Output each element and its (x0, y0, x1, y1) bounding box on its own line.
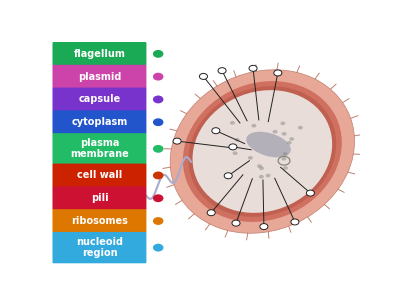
Circle shape (287, 141, 292, 145)
Text: cell wall: cell wall (77, 170, 122, 180)
Circle shape (248, 156, 253, 160)
Ellipse shape (188, 86, 336, 217)
Ellipse shape (246, 132, 291, 158)
FancyBboxPatch shape (52, 186, 146, 210)
FancyBboxPatch shape (52, 133, 146, 164)
Circle shape (280, 122, 285, 125)
Circle shape (298, 126, 303, 130)
Circle shape (218, 68, 226, 74)
Circle shape (249, 65, 257, 71)
Circle shape (266, 174, 271, 177)
Ellipse shape (183, 81, 342, 222)
Text: capsule: capsule (78, 94, 120, 104)
Circle shape (173, 138, 181, 144)
Circle shape (229, 144, 237, 150)
Circle shape (232, 152, 238, 155)
Circle shape (291, 219, 299, 225)
Text: nucleoid
region: nucleoid region (76, 237, 123, 258)
FancyBboxPatch shape (52, 88, 146, 111)
Circle shape (153, 172, 164, 179)
Circle shape (230, 121, 235, 125)
Circle shape (207, 210, 215, 216)
Text: pili: pili (91, 193, 108, 203)
Circle shape (282, 157, 286, 160)
FancyBboxPatch shape (52, 209, 146, 233)
Circle shape (232, 220, 240, 226)
Circle shape (259, 175, 264, 178)
Text: flagellum: flagellum (74, 49, 125, 59)
Circle shape (153, 118, 164, 126)
Circle shape (259, 167, 264, 170)
Circle shape (283, 152, 288, 156)
Text: cytoplasm: cytoplasm (71, 117, 128, 127)
FancyBboxPatch shape (52, 65, 146, 88)
Circle shape (153, 217, 164, 225)
Circle shape (260, 224, 268, 230)
Circle shape (283, 166, 288, 170)
Circle shape (257, 164, 262, 168)
Circle shape (153, 194, 164, 202)
FancyBboxPatch shape (52, 42, 146, 66)
Circle shape (306, 190, 314, 196)
Circle shape (235, 138, 240, 142)
Circle shape (212, 128, 220, 134)
Circle shape (252, 124, 256, 128)
Text: ribosomes: ribosomes (71, 216, 128, 226)
Circle shape (153, 73, 164, 81)
Circle shape (274, 70, 282, 76)
FancyBboxPatch shape (52, 232, 146, 263)
FancyBboxPatch shape (52, 164, 146, 187)
Circle shape (153, 50, 164, 58)
Circle shape (200, 74, 208, 80)
FancyBboxPatch shape (52, 110, 146, 134)
Circle shape (153, 145, 164, 153)
Circle shape (153, 244, 164, 252)
Circle shape (289, 137, 294, 141)
Ellipse shape (192, 90, 332, 213)
Circle shape (272, 130, 278, 134)
Text: plasma
membrane: plasma membrane (70, 138, 129, 159)
Ellipse shape (170, 70, 354, 233)
Text: plasmid: plasmid (78, 72, 121, 82)
Circle shape (224, 173, 232, 179)
Circle shape (282, 132, 287, 136)
Circle shape (153, 95, 164, 104)
